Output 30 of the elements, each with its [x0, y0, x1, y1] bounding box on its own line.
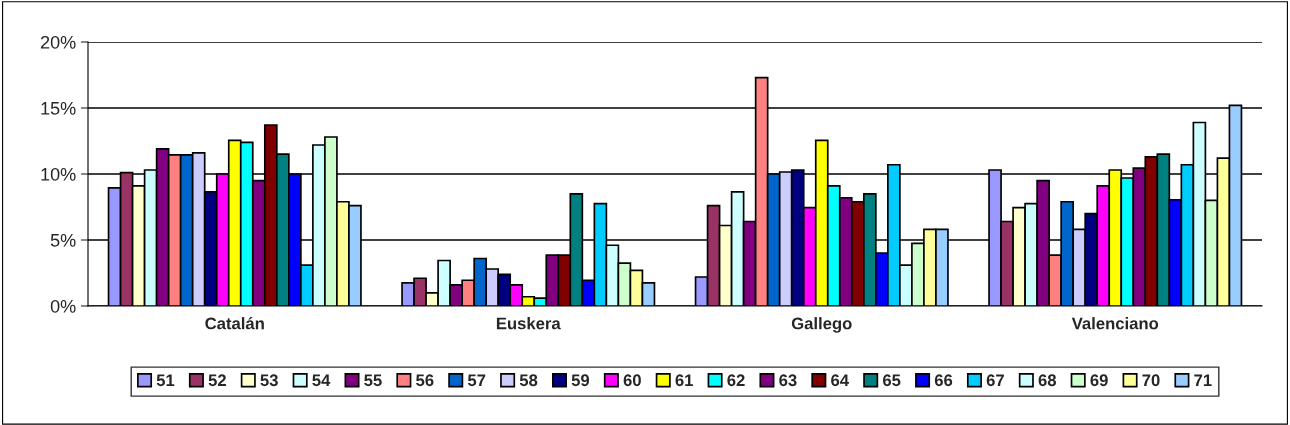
y-tick-label: 20%	[40, 35, 76, 49]
y-tick-label: 15%	[41, 102, 76, 115]
legend-label: 60	[623, 374, 641, 387]
x-tick-label: Gallego	[791, 317, 852, 333]
legend-label: 63	[779, 374, 797, 387]
legend-label: 55	[364, 374, 382, 387]
legend-label: 58	[519, 374, 538, 387]
legend-label: 65	[882, 374, 901, 387]
y-tick-label: 0%	[50, 299, 76, 313]
legend-label: 70	[1142, 374, 1160, 387]
legend-label: 51	[156, 374, 175, 387]
legend-label: 68	[1038, 374, 1057, 387]
legend-label: 66	[934, 374, 953, 387]
legend-label: 53	[260, 374, 278, 387]
legend-label: 61	[675, 374, 693, 387]
legend-label: 67	[986, 374, 1004, 387]
legend-label: 71	[1194, 374, 1212, 386]
x-tick-label: Valenciano	[1071, 317, 1159, 330]
legend-label: 56	[416, 374, 434, 387]
legend-label: 54	[312, 374, 331, 387]
legend-label: 52	[208, 374, 226, 387]
legend-label: 64	[831, 374, 849, 387]
legend-label: 59	[571, 374, 590, 387]
y-tick-label: 10%	[41, 167, 76, 181]
legend-label: 57	[467, 374, 486, 387]
x-tick-label: Euskera	[496, 317, 561, 330]
x-tick-label: Catalán	[205, 316, 264, 330]
legend-label: 69	[1090, 374, 1108, 387]
y-tick-label: 5%	[50, 234, 76, 247]
legend-label: 62	[727, 374, 745, 387]
